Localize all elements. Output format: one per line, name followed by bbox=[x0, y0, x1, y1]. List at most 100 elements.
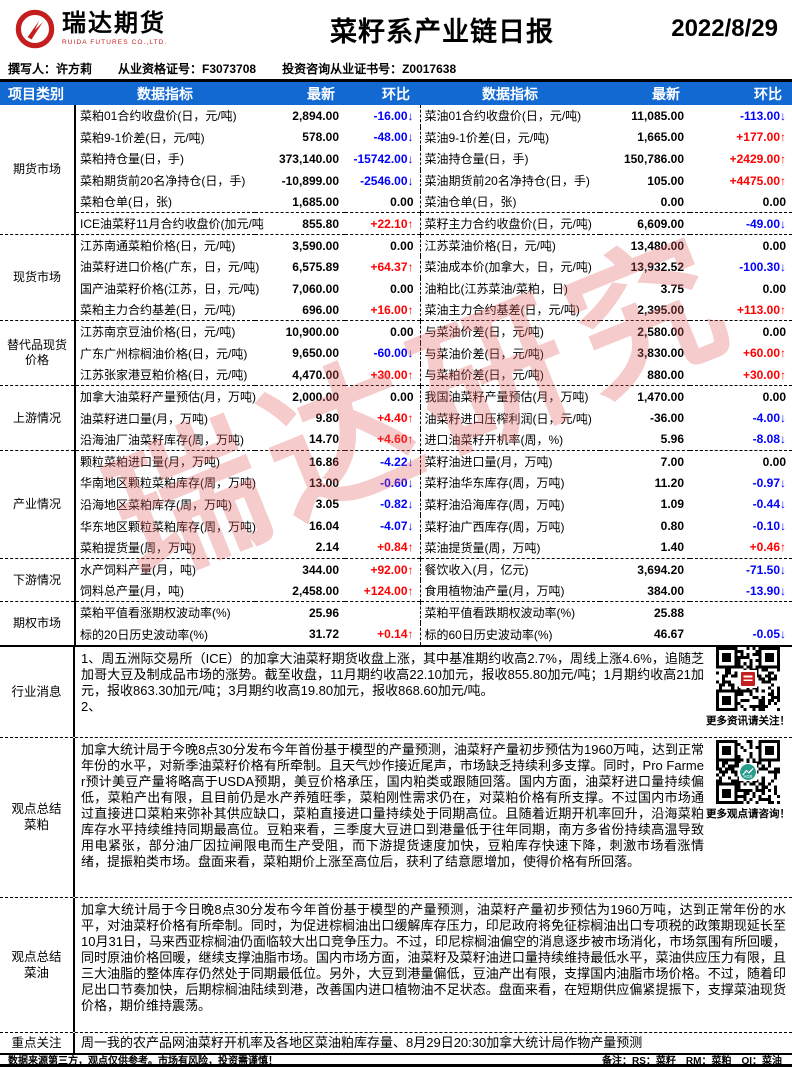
table-row: 饲料总产量(月，吨) 2,458.00 +124.00↑ 食用植物油产量(月，万吨) 3… bbox=[0, 580, 792, 602]
indicator-label: 与菜油价差(日，元/吨) bbox=[419, 342, 600, 365]
indicator-change: -71.50↓ bbox=[745, 562, 786, 577]
indicator-value: 344.00 bbox=[302, 562, 339, 577]
table-section: 替代品现货 价格 江苏南京豆油价格(日，元/吨) 10,900.00 0.00 与菜油价差… bbox=[0, 320, 792, 386]
indicator-label: 油菜籽进口量(月，万吨) bbox=[80, 411, 208, 426]
indicator-value: 6,575.89 bbox=[292, 259, 339, 274]
note-body-text: 加拿大统计局于今日晚8点30分发布今年首份基于模型的产量预测，油菜籽产量初步预估… bbox=[81, 901, 786, 1013]
table-row: 菜粕期货前20名净持仓(日，手) -10,899.00 -2546.00↓ 菜油期货前… bbox=[0, 169, 792, 192]
indicator-change: -13.90↓ bbox=[745, 583, 786, 598]
indicator-value: 3.05 bbox=[315, 497, 339, 512]
indicator-value: 7,060.00 bbox=[292, 281, 339, 296]
indicator-label: 沿海油厂油菜籽库存(周，万吨) bbox=[80, 432, 244, 447]
indicator-label: 菜籽主力合约收盘价(日，元/吨) bbox=[419, 212, 600, 235]
indicator-label: 食用植物油产量(月，万吨) bbox=[419, 580, 600, 602]
indicator-change: +0.84↑ bbox=[377, 540, 414, 555]
table-row: 沿海地区菜粕库存(周，万吨) 3.05 -0.82↓ 菜籽油沿海库存(周，万吨) 1.0… bbox=[0, 493, 792, 516]
indicator-label: 江苏南通菜粕价格(日，元/吨) bbox=[80, 239, 236, 254]
column-header-latest-right: 最新 bbox=[600, 82, 690, 105]
indicator-label: 菜油主力合约基差(日，元/吨) bbox=[419, 299, 600, 321]
table-row: 菜粕9-1价差(日，元/吨) 578.00 -48.00↓ 菜油9-1价差(日，元/吨… bbox=[0, 126, 792, 149]
indicator-label: 标的20日历史波动率(%) bbox=[80, 627, 209, 642]
indicator-label: 菜籽油广西库存(周，万吨) bbox=[419, 515, 600, 537]
table-row: 油菜籽进口价格(广东，日，元/吨) 6,575.89 +64.37↑ 菜油成本价(加拿… bbox=[0, 256, 792, 278]
indicator-label: 与菜粕价差(日，元/吨) bbox=[419, 364, 600, 386]
indicator-change: 0.00 bbox=[762, 389, 786, 404]
svg-text:ADS: ADS bbox=[744, 774, 753, 779]
table-row: 期货市场 菜粕01合约收盘价(日，元/吨) 2,894.00 -16.00↓ 菜油01合… bbox=[0, 105, 792, 235]
indicator-change: -2546.00↓ bbox=[360, 173, 414, 188]
indicator-label: 菜油提货量(周，万吨) bbox=[419, 536, 600, 559]
indicator-label: 菜粕平值看跌期权波动率(%) bbox=[419, 601, 600, 624]
indicator-change: +22.10↑ bbox=[345, 212, 420, 235]
indicator-change: -100.30↓ bbox=[739, 259, 786, 274]
table-row: 上游情况 加拿大油菜籽产量预估(月，万吨) 2,000.00 0.00 我国油菜籽产量预… bbox=[0, 385, 792, 451]
indicator-change: +2429.00↑ bbox=[729, 151, 786, 166]
indicator-label: 广东广州棕榈油价格(日，元/吨) bbox=[80, 346, 248, 361]
indicator-change: -60.00↓ bbox=[373, 346, 414, 361]
indicator-change: 0.00 bbox=[390, 281, 414, 296]
indicator-label: 菜油01合约收盘价(日，元/吨) bbox=[419, 105, 600, 127]
indicator-change: +30.00↑ bbox=[742, 367, 786, 382]
qr-code-consult: ADS bbox=[716, 740, 780, 804]
indicator-value: 31.72 bbox=[308, 627, 339, 642]
indicator-change: 0.00 bbox=[762, 281, 786, 296]
indicator-value: 880.00 bbox=[647, 367, 684, 382]
table-row: 菜粕仓单(日，张) 1,685.00 0.00 菜油仓单(日，张) 0.00 0.00 bbox=[0, 191, 792, 213]
indicator-change: +113.00↑ bbox=[736, 302, 786, 317]
indicator-value: 13,480.00 bbox=[630, 238, 684, 253]
indicator-value: 9,650.00 bbox=[292, 346, 339, 361]
table-row: 替代品现货 价格 江苏南京豆油价格(日，元/吨) 10,900.00 0.00 与菜油价差… bbox=[0, 320, 792, 386]
indicator-value: -36.00 bbox=[649, 411, 684, 426]
indicator-value: 16.86 bbox=[308, 454, 339, 469]
table-section: 期权市场 菜粕平值看涨期权波动率(%) 25.96 菜粕平值看跌期权波动率(%) 25.… bbox=[0, 601, 792, 645]
advisory-cert-number: 投资咨询从业证书号：Z0017638 bbox=[282, 62, 457, 76]
indicator-label: 我国油菜籽产量预估(月，万吨) bbox=[419, 385, 600, 408]
indicator-label: 油菜籽进口压榨利润(日，元/吨) bbox=[419, 407, 600, 429]
table-row: 期权市场 菜粕平值看涨期权波动率(%) 25.96 菜粕平值看跌期权波动率(%) 25.… bbox=[0, 601, 792, 645]
table-row: 现货市场 江苏南通菜粕价格(日，元/吨) 3,590.00 0.00 江苏菜油价格(日，… bbox=[0, 234, 792, 321]
indicator-value: 13.00 bbox=[308, 475, 339, 490]
qr-consult-block: ADS 更多观点请咨询！ bbox=[706, 740, 790, 821]
indicator-value: 16.04 bbox=[308, 519, 339, 534]
data-table: 项目类别 数据指标 最新 环比 数据指标 最新 环比 期货市场 菜粕01合约收盘价… bbox=[0, 82, 792, 645]
indicator-label: 饲料总产量(月，吨) bbox=[80, 584, 184, 599]
indicator-label: 菜粕持仓量(日，手) bbox=[80, 152, 184, 167]
indicator-label: 菜粕9-1价差(日，元/吨) bbox=[80, 130, 205, 145]
indicator-label: 菜籽油沿海库存(周，万吨) bbox=[419, 493, 600, 516]
indicator-value: 1.40 bbox=[660, 540, 684, 555]
indicator-change: +92.00↑ bbox=[370, 562, 414, 577]
table-row: 产业情况 颗粒菜粕进口量(月，万吨) 16.86 -4.22↓ 菜籽油进口量(月，万吨)… bbox=[0, 450, 792, 559]
column-header-change-right: 环比 bbox=[690, 82, 792, 105]
column-header-indicator-right: 数据指标 bbox=[420, 82, 600, 105]
indicator-value: 578.00 bbox=[302, 130, 339, 145]
section-category-label: 上游情况 bbox=[0, 385, 76, 451]
indicator-label: 菜油9-1价差(日，元/吨) bbox=[419, 126, 600, 149]
indicator-change: 0.00 bbox=[762, 194, 786, 209]
indicator-value: 1.09 bbox=[660, 497, 684, 512]
indicator-value: 2,395.00 bbox=[637, 302, 684, 317]
indicator-value: 2,894.00 bbox=[292, 108, 339, 123]
indicator-change: -4.22↓ bbox=[380, 454, 414, 469]
column-header-indicator-left: 数据指标 bbox=[75, 82, 255, 105]
table-row: 菜粕主力合约基差(日，元/吨) 696.00 +16.00↑ 菜油主力合约基差(日，元… bbox=[0, 299, 792, 321]
indicator-value: 4,470.00 bbox=[292, 367, 339, 382]
section-category-label: 下游情况 bbox=[0, 558, 76, 602]
indicator-change: +64.37↑ bbox=[370, 259, 414, 274]
column-header-change-left: 环比 bbox=[345, 82, 420, 105]
indicator-change: 0.00 bbox=[390, 324, 414, 339]
indicator-value: 2,000.00 bbox=[292, 389, 339, 404]
indicator-change: +4.40↑ bbox=[377, 411, 414, 426]
indicator-change: -0.82↓ bbox=[380, 497, 414, 512]
table-row: 菜粕提货量(周，万吨) 2.14 +0.84↑ 菜油提货量(周，万吨) 1.40 +0.4… bbox=[0, 536, 792, 559]
table-row: 沿海油厂油菜籽库存(周，万吨) 14.70 +4.60↑ 进口油菜籽开机率(周，%) 5… bbox=[0, 428, 792, 451]
indicator-change: -48.00↓ bbox=[373, 130, 414, 145]
indicator-change: -4.07↓ bbox=[380, 519, 414, 534]
section-category-label: 现货市场 bbox=[0, 234, 76, 321]
page-title: 菜籽系产业链日报 bbox=[330, 16, 554, 47]
author-name: 撰写人：许方莉 bbox=[8, 62, 93, 76]
indicator-value: 46.67 bbox=[653, 627, 684, 642]
table-row: 华南地区颗粒菜粕库存(周，万吨) 13.00 -0.60↓ 菜籽油华东库存(周，万吨)… bbox=[0, 472, 792, 494]
indicator-label: 加拿大油菜籽产量预估(月，万吨) bbox=[80, 390, 256, 405]
note-section-industry: 行业消息 1、周五洲际交易所（ICE）的加拿大油菜籽期货收盘上涨，其中基准期约收高… bbox=[0, 646, 792, 737]
indicator-change: 0.00 bbox=[390, 194, 414, 209]
